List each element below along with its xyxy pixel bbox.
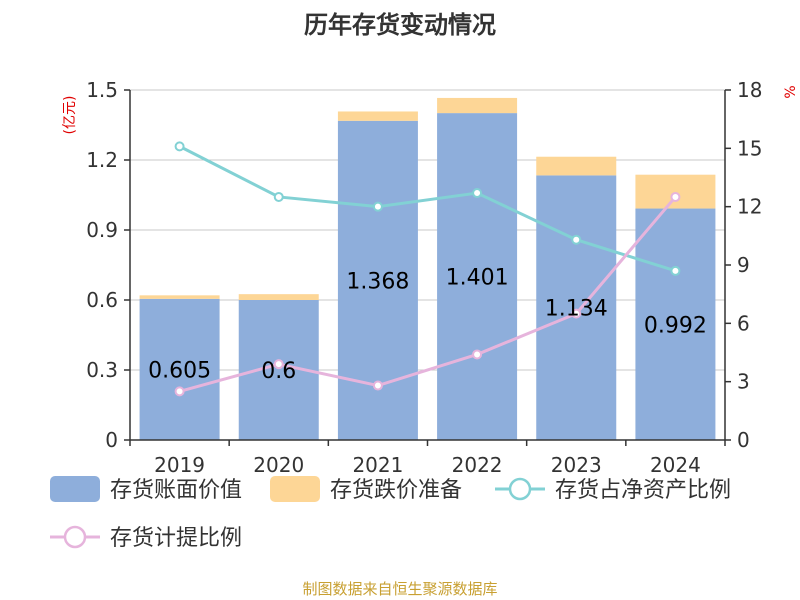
series-line	[178, 145, 676, 273]
axes: 0 0.3 0.6 0.9 1.2 1.5 0 3 6 9 12 15 18 2019 2020 2021 20…	[86, 78, 762, 477]
legend-label: 存货占净资产比例	[555, 478, 731, 503]
legend-label: 存货账面价值	[110, 478, 242, 503]
bar-value-label: 1.368	[346, 269, 409, 294]
x-axis-tick-label: 2022	[452, 453, 503, 477]
bar-value-label: 1.134	[545, 297, 608, 322]
bar-inventory	[139, 298, 220, 440]
left-axis-tick-label: 0.6	[86, 288, 118, 312]
bar-inventory	[536, 175, 617, 440]
bar-inventory	[536, 156, 617, 176]
left-axis-tick-label: 0.3	[86, 358, 118, 382]
x-axis-tick-label: 2024	[650, 453, 701, 477]
legend-label: 存货跌价准备	[330, 478, 462, 503]
series-point	[571, 308, 582, 319]
series-point	[670, 265, 681, 276]
series-point	[372, 201, 383, 212]
series-point	[571, 234, 582, 245]
left-axis-tick-label: 1.5	[86, 78, 118, 102]
chart-title: 历年存货变动情况	[304, 11, 496, 39]
x-axis-tick-label: 2021	[352, 453, 403, 477]
left-axis-tick-label: 0	[105, 428, 118, 452]
bar-inventory	[238, 294, 319, 300]
bar-value-label: 0.605	[148, 358, 211, 383]
line-series	[174, 141, 681, 397]
series-point	[273, 191, 284, 202]
legend-marker	[63, 525, 87, 549]
bar-inventory	[635, 208, 716, 440]
bar-value-labels: 0.605 0.6 1.368 1.401 1.134 0.992	[148, 266, 707, 384]
right-axis-tick-label: 12	[737, 195, 762, 219]
series-line	[179, 195, 677, 393]
bar-series	[139, 97, 716, 441]
right-axis-tick-label: 6	[737, 311, 750, 335]
x-axis-tick-label: 2019	[154, 453, 205, 477]
bar-value-label: 0.6	[261, 359, 296, 384]
legend-marker	[508, 477, 532, 501]
legend-swatch	[270, 476, 320, 502]
right-axis-tick-label: 18	[737, 78, 762, 102]
bar-inventory	[139, 295, 220, 299]
legend-label: 存货计提比例	[110, 526, 242, 551]
left-axis-tick-label: 1.2	[86, 148, 118, 172]
left-axis-unit: (亿元)	[62, 96, 78, 135]
right-axis-tick-label: 0	[737, 428, 750, 452]
series-point	[372, 380, 383, 391]
right-axis-tick-label: 3	[737, 370, 750, 394]
bar-inventory	[437, 113, 518, 440]
bar-inventory	[337, 111, 418, 121]
bar-value-label: 0.992	[644, 313, 707, 338]
series-point	[174, 141, 185, 152]
bar-inventory	[437, 97, 518, 114]
legend-swatch	[50, 476, 100, 502]
left-axis-tick-label: 0.9	[86, 218, 118, 242]
series-point	[273, 359, 284, 370]
series-point	[472, 188, 483, 199]
source-note: 制图数据来自恒生聚源数据库	[302, 580, 497, 598]
right-axis-tick-label: 15	[737, 136, 762, 160]
series-point	[472, 349, 483, 360]
right-axis-tick-label: 9	[737, 253, 750, 277]
series-point	[174, 386, 185, 397]
right-axis-unit: %	[783, 85, 799, 98]
bar-value-label: 1.401	[446, 266, 509, 291]
x-axis-tick-label: 2020	[253, 453, 304, 477]
series-point	[670, 191, 681, 202]
x-axis-tick-label: 2023	[551, 453, 602, 477]
bar-inventory	[635, 174, 716, 209]
